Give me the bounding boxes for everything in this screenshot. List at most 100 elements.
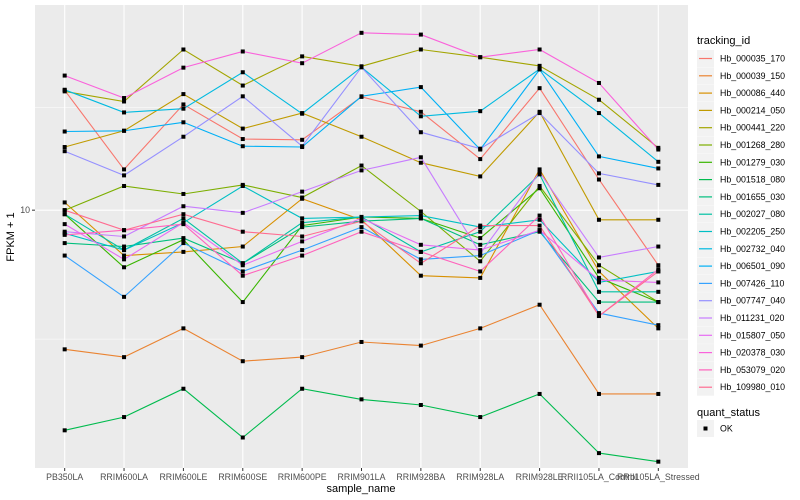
data-point-hb_001279_030: [478, 236, 483, 241]
data-point-hb_109980_010: [300, 234, 305, 239]
data-point-hb_002205_250: [240, 183, 245, 188]
data-point-hb_000086_440: [478, 275, 483, 280]
data-point-hb_002732_040: [122, 110, 127, 115]
x-tick-label: RRIM600LA: [100, 472, 148, 482]
data-point-hb_006501_090: [418, 85, 423, 90]
data-point-hb_002027_080: [478, 229, 483, 234]
data-point-hb_000441_220: [240, 83, 245, 88]
data-point-hb_053079_020: [537, 213, 542, 218]
x-tick-label: RRIM928LA: [456, 472, 504, 482]
data-point-hb_000039_150: [359, 339, 364, 344]
shape-legend-items: OK: [697, 420, 733, 437]
data-point-hb_007426_110: [240, 269, 245, 274]
data-point-hb_002205_250: [418, 213, 423, 218]
data-point-hb_000441_220: [537, 63, 542, 68]
legend-label: Hb_001518_080: [720, 175, 785, 185]
data-point-hb_000441_220: [122, 99, 127, 104]
data-point-hb_002732_040: [596, 111, 601, 116]
data-point-hb_006501_090: [537, 67, 542, 72]
legend-label: Hb_000086_440: [720, 88, 785, 98]
data-point-hb_000086_440: [240, 244, 245, 249]
data-point-hb_000086_440: [596, 269, 601, 274]
data-point-hb_002027_080: [62, 212, 67, 217]
data-point-hb_020378_030: [359, 30, 364, 35]
data-point-hb_000039_150: [122, 355, 127, 360]
legend-label: OK: [720, 424, 733, 434]
x-tick-label: RRIM600LE: [159, 472, 207, 482]
data-point-hb_000214_050: [62, 145, 67, 150]
shape-legend-item: OK: [697, 420, 733, 437]
data-point-hb_011231_020: [418, 155, 423, 160]
data-point-hb_007747_040: [240, 94, 245, 99]
data-point-hb_000214_050: [240, 126, 245, 131]
data-point-hb_109980_010: [418, 261, 423, 266]
data-point-hb_011231_020: [181, 204, 186, 209]
data-point-hb_006501_090: [596, 154, 601, 159]
data-point-hb_001268_280: [300, 195, 305, 200]
data-point-hb_002732_040: [181, 106, 186, 111]
data-point-hb_007426_110: [62, 253, 67, 258]
legend-label: Hb_002027_080: [720, 209, 785, 219]
data-point-hb_000035_170: [478, 157, 483, 162]
x-tick-label: RRIM928BA: [396, 472, 445, 482]
data-point-hb_001268_280: [537, 183, 542, 188]
data-point-hb_000214_050: [478, 174, 483, 179]
data-point-hb_011231_020: [656, 244, 661, 249]
data-point-hb_015807_050: [359, 216, 364, 221]
data-point-hb_007747_040: [656, 182, 661, 187]
data-point-hb_007426_110: [418, 257, 423, 262]
data-point-hb_006501_090: [656, 166, 661, 171]
data-point-hb_007426_110: [122, 294, 127, 299]
legend-item: Hb_015807_050: [697, 326, 785, 344]
legend-item: Hb_000039_150: [697, 67, 785, 85]
data-point-hb_015807_050: [240, 263, 245, 268]
x-tick-label: RRIM928LE: [516, 472, 564, 482]
data-point-hb_000086_440: [62, 200, 67, 205]
data-point-hb_007747_040: [418, 130, 423, 135]
legend-item: Hb_020378_030: [697, 344, 785, 362]
data-point-hb_001518_080: [181, 386, 186, 391]
data-points: [62, 30, 661, 464]
legend-label: Hb_007426_110: [720, 278, 785, 288]
x-axis: PB350LA RRIM600LA RRIM600LE RRIM600SE RRIM60…: [46, 468, 700, 482]
data-point-hb_007426_110: [656, 323, 661, 328]
data-point-hb_053079_020: [181, 222, 186, 227]
data-point-hb_001518_080: [537, 391, 542, 396]
data-point-hb_006501_090: [240, 144, 245, 149]
data-point-hb_007747_040: [181, 134, 186, 139]
data-point-hb_001518_080: [478, 415, 483, 420]
data-point-hb_000039_150: [596, 391, 601, 396]
data-point-hb_002732_040: [300, 111, 305, 116]
legend-items: Hb_000035_170 Hb_000039_150 Hb_000086_440 H…: [697, 50, 785, 396]
data-point-hb_011231_020: [122, 234, 127, 239]
data-point-hb_006501_090: [122, 128, 127, 133]
data-point-hb_001518_080: [122, 415, 127, 420]
data-point-hb_020378_030: [537, 47, 542, 52]
data-point-hb_000039_150: [181, 326, 186, 331]
data-point-hb_020378_030: [418, 32, 423, 37]
data-point-hb_001518_080: [62, 428, 67, 433]
data-point-hb_002027_080: [596, 289, 601, 294]
data-point-hb_007747_040: [300, 144, 305, 149]
data-point-hb_000039_150: [62, 347, 67, 352]
legend-label: Hb_002732_040: [720, 244, 785, 254]
legend-label: Hb_000441_220: [720, 123, 785, 133]
data-point-hb_001655_030: [62, 241, 67, 246]
data-point-hb_002027_080: [537, 172, 542, 177]
legend-title-quant-status: quant_status: [697, 407, 760, 419]
data-point-hb_053079_020: [62, 232, 67, 237]
data-point-hb_015807_050: [62, 222, 67, 227]
data-point-hb_020378_030: [478, 55, 483, 60]
legend-label: Hb_006501_090: [720, 261, 785, 271]
legend-label: Hb_001655_030: [720, 192, 785, 202]
legend-item: Hb_000214_050: [697, 101, 785, 119]
data-point-hb_007747_040: [478, 146, 483, 151]
data-point-hb_007747_040: [359, 65, 364, 70]
data-point-hb_001518_080: [359, 397, 364, 402]
data-point-hb_000039_150: [537, 302, 542, 307]
data-point-hb_053079_020: [656, 267, 661, 272]
y-axis-title: FPKM + 1: [5, 212, 17, 261]
data-point-hb_000035_170: [596, 177, 601, 182]
legend-label: Hb_000035_170: [720, 54, 785, 64]
data-point-hb_000039_150: [240, 359, 245, 364]
